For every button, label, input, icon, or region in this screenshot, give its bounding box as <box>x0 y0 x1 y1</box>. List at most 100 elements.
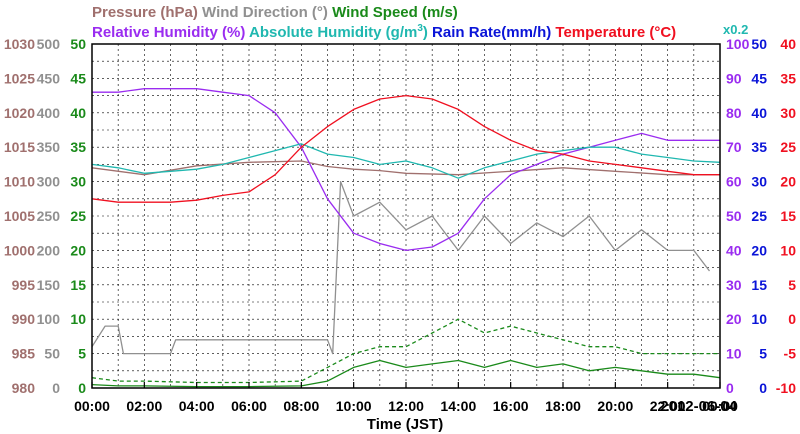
rain-rate-axis-tick-label: 35 <box>751 139 767 155</box>
pressure-axis-tick-label: 1020 <box>4 105 35 121</box>
relative-humidity-axis-tick-label: 0 <box>726 380 734 396</box>
temperature-axis-tick-label: -5 <box>784 346 797 362</box>
wind-direction-axis-tick-label: 250 <box>37 208 61 224</box>
x-tick-label: 06:00 <box>231 398 267 414</box>
wind-direction-axis-tick-label: 50 <box>44 346 60 362</box>
x-tick-label: 14:00 <box>440 398 476 414</box>
wind-speed-axis-tick-label: 40 <box>70 105 86 121</box>
relative-humidity-axis-tick-label: 20 <box>726 311 742 327</box>
wind-speed-axis-tick-label: 25 <box>70 208 86 224</box>
x-tick-label: 00:00 <box>74 398 110 414</box>
series-line-relative-humidity <box>92 88 720 252</box>
x-tick-label: 08:00 <box>283 398 319 414</box>
pressure-axis-tick-label: 1005 <box>4 208 35 224</box>
rain-rate-axis-tick-label: 25 <box>751 208 767 224</box>
pressure-axis-tick-label: 1010 <box>4 174 35 190</box>
wind-speed-axis-tick-label: 0 <box>78 380 86 396</box>
x-tick-label: 16:00 <box>493 398 529 414</box>
rain-rate-axis-tick-label: 50 <box>751 36 767 52</box>
wind-direction-axis-tick-label: 200 <box>37 242 61 258</box>
series-line-wind-speed-m-s-gust <box>91 318 720 384</box>
pressure-axis-tick-label: 995 <box>12 277 36 293</box>
legend-entry-tail: ) <box>423 24 428 41</box>
temperature-axis-tick-label: 25 <box>780 139 796 155</box>
pressure-axis-tick-label: 980 <box>12 380 36 396</box>
x-axis-label: Time (JST) <box>367 416 443 433</box>
temperature-axis-tick-label: 35 <box>780 70 796 86</box>
rain-rate-axis-tick-label: 5 <box>759 346 767 362</box>
series-line-absolute-humidity-g-m3 <box>91 143 721 179</box>
wind-direction-axis-tick-label: 400 <box>37 105 61 121</box>
wind-speed-axis-tick-label: 5 <box>78 346 86 362</box>
x-tick-label: 12:00 <box>388 398 424 414</box>
relative-humidity-axis-tick-label: 30 <box>726 277 742 293</box>
pressure-axis-tick-label: 985 <box>12 346 36 362</box>
temperature-axis-tick-label: 40 <box>780 36 796 52</box>
temperature-axis-tick-label: 15 <box>780 208 796 224</box>
rain-rate-axis-tick-label: 10 <box>751 311 767 327</box>
temperature-axis-tick-label: 5 <box>788 277 796 293</box>
rain-rate-axis-tick-label: 0 <box>759 380 767 396</box>
series-line-wind-speed-m-s-avg <box>91 359 721 388</box>
right-axes: 0102030405060708090100051015202530354045… <box>726 36 796 396</box>
pressure-axis-tick-label: 1025 <box>4 70 35 86</box>
legend-row: Pressure (hPa) Wind Direction (°) Wind S… <box>92 4 458 21</box>
temperature-axis-tick-label: 20 <box>780 174 796 190</box>
x-tick-label: 22:00 <box>650 398 686 414</box>
series-line-pressure-hpa <box>91 160 720 176</box>
wind-speed-axis-tick-label: 30 <box>70 174 86 190</box>
wind-direction-axis-tick-label: 150 <box>37 277 61 293</box>
relative-humidity-axis-tick-label: 40 <box>726 242 742 258</box>
temperature-axis-tick-label: 30 <box>780 105 796 121</box>
wind-speed-axis-tick-label: 10 <box>70 311 86 327</box>
wind-speed-axis-tick-label: 20 <box>70 242 86 258</box>
relative-humidity-axis-tick-label: 90 <box>726 70 742 86</box>
legend: Pressure (hPa) Wind Direction (°) Wind S… <box>92 4 748 41</box>
series-layer <box>91 88 721 388</box>
x-tick-label: 18:00 <box>545 398 581 414</box>
x-tick-label: 04:00 <box>179 398 215 414</box>
relative-humidity-axis-tick-label: 50 <box>726 208 742 224</box>
pressure-axis-tick-label: 990 <box>12 311 36 327</box>
left-axes: 9809859909951000100510101015102010251030… <box>4 36 86 396</box>
pressure-axis-tick-label: 1030 <box>4 36 35 52</box>
legend-entry: Absolute Humidity (g/m <box>245 24 417 41</box>
x-tick-label: 02:00 <box>126 398 162 414</box>
date-label: 2012-06-04 <box>660 398 737 415</box>
legend-entry: Relative Humidity (%) <box>92 24 245 41</box>
legend-entry: Wind Direction (°) <box>198 4 328 21</box>
wind-direction-axis-tick-label: 500 <box>37 36 61 52</box>
relative-humidity-axis-tick-label: 60 <box>726 174 742 190</box>
series-line-temperature-c <box>91 94 720 203</box>
x-axis: 00:00 02:00 04:00 06:00 08:00 10:00 12:00 14:00… <box>74 382 738 414</box>
x-tick-label: 00:00 <box>702 398 738 414</box>
rain-rate-axis-tick-label: 15 <box>751 277 767 293</box>
pressure-axis-tick-label: 1000 <box>4 242 35 258</box>
wind-direction-axis-tick-label: 300 <box>37 174 61 190</box>
temperature-axis-tick-label: -10 <box>776 380 796 396</box>
relative-humidity-axis-tick-label: 10 <box>726 346 742 362</box>
legend-entry: Pressure (hPa) <box>92 4 198 21</box>
legend-entry: Rain Rate(mm/h) <box>428 24 551 41</box>
series-line-wind-direction <box>91 180 711 355</box>
legend-superscript: 3 <box>417 23 423 34</box>
wind-speed-axis-tick-label: 15 <box>70 277 86 293</box>
pressure-axis-tick-label: 1015 <box>4 139 35 155</box>
scale-note: x0.2 <box>723 22 748 37</box>
temperature-axis-tick-label: 0 <box>788 311 796 327</box>
rain-rate-axis-tick-label: 30 <box>751 174 767 190</box>
x-tick-label: 20:00 <box>597 398 633 414</box>
relative-humidity-axis-tick-label: 80 <box>726 105 742 121</box>
rain-rate-axis-tick-label: 40 <box>751 105 767 121</box>
legend-row: Relative Humidity (%) Absolute Humidity … <box>92 23 676 41</box>
wind-speed-axis-tick-label: 45 <box>70 70 86 86</box>
rain-rate-axis-tick-label: 20 <box>751 242 767 258</box>
temperature-axis-tick-label: 10 <box>780 242 796 258</box>
relative-humidity-axis-tick-label: 100 <box>726 36 750 52</box>
x-tick-label: 10:00 <box>336 398 372 414</box>
legend-entry: Wind Speed (m/s) <box>328 4 458 21</box>
relative-humidity-axis-tick-label: 70 <box>726 139 742 155</box>
wind-speed-axis-tick-label: 35 <box>70 139 86 155</box>
rain-rate-axis-tick-label: 45 <box>751 70 767 86</box>
